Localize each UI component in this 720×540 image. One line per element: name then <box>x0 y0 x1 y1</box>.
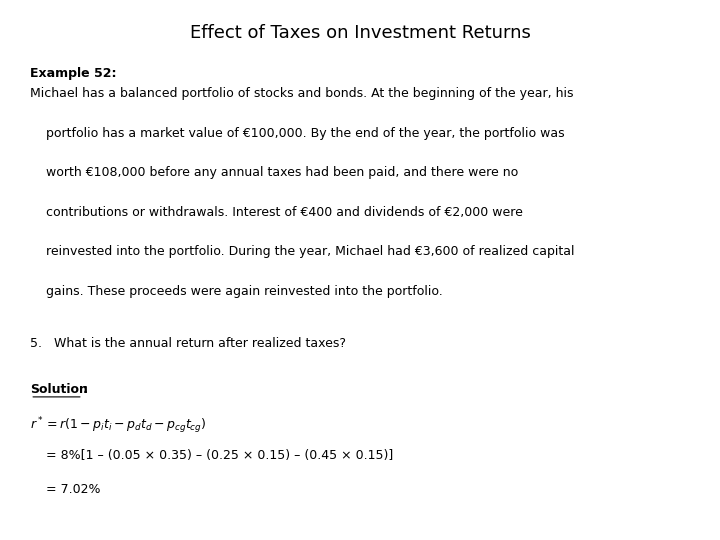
Text: = 7.02%: = 7.02% <box>30 483 101 496</box>
Text: reinvested into the portfolio. During the year, Michael had €3,600 of realized c: reinvested into the portfolio. During th… <box>30 245 575 258</box>
Text: Michael has a balanced portfolio of stocks and bonds. At the beginning of the ye: Michael has a balanced portfolio of stoc… <box>30 87 574 100</box>
Text: :: : <box>83 383 88 396</box>
Text: contributions or withdrawals. Interest of €400 and dividends of €2,000 were: contributions or withdrawals. Interest o… <box>30 206 523 219</box>
Text: Example 52:: Example 52: <box>30 68 117 80</box>
Text: portfolio has a market value of €100,000. By the end of the year, the portfolio : portfolio has a market value of €100,000… <box>30 127 565 140</box>
Text: Effect of Taxes on Investment Returns: Effect of Taxes on Investment Returns <box>189 24 531 42</box>
Text: $\mathit{r}^* = \mathit{r}(1 - \mathit{p}_{\mathit{i}}\mathit{t}_{\mathit{i}} - : $\mathit{r}^* = \mathit{r}(1 - \mathit{p… <box>30 416 207 436</box>
Text: gains. These proceeds were again reinvested into the portfolio.: gains. These proceeds were again reinves… <box>30 285 443 298</box>
Text: worth €108,000 before any annual taxes had been paid, and there were no: worth €108,000 before any annual taxes h… <box>30 166 518 179</box>
Text: = 8%[1 – (0.05 × 0.35) – (0.25 × 0.15) – (0.45 × 0.15)]: = 8%[1 – (0.05 × 0.35) – (0.25 × 0.15) –… <box>30 449 394 462</box>
Text: 5.   What is the annual return after realized taxes?: 5. What is the annual return after reali… <box>30 338 346 350</box>
Text: Solution: Solution <box>30 383 88 396</box>
